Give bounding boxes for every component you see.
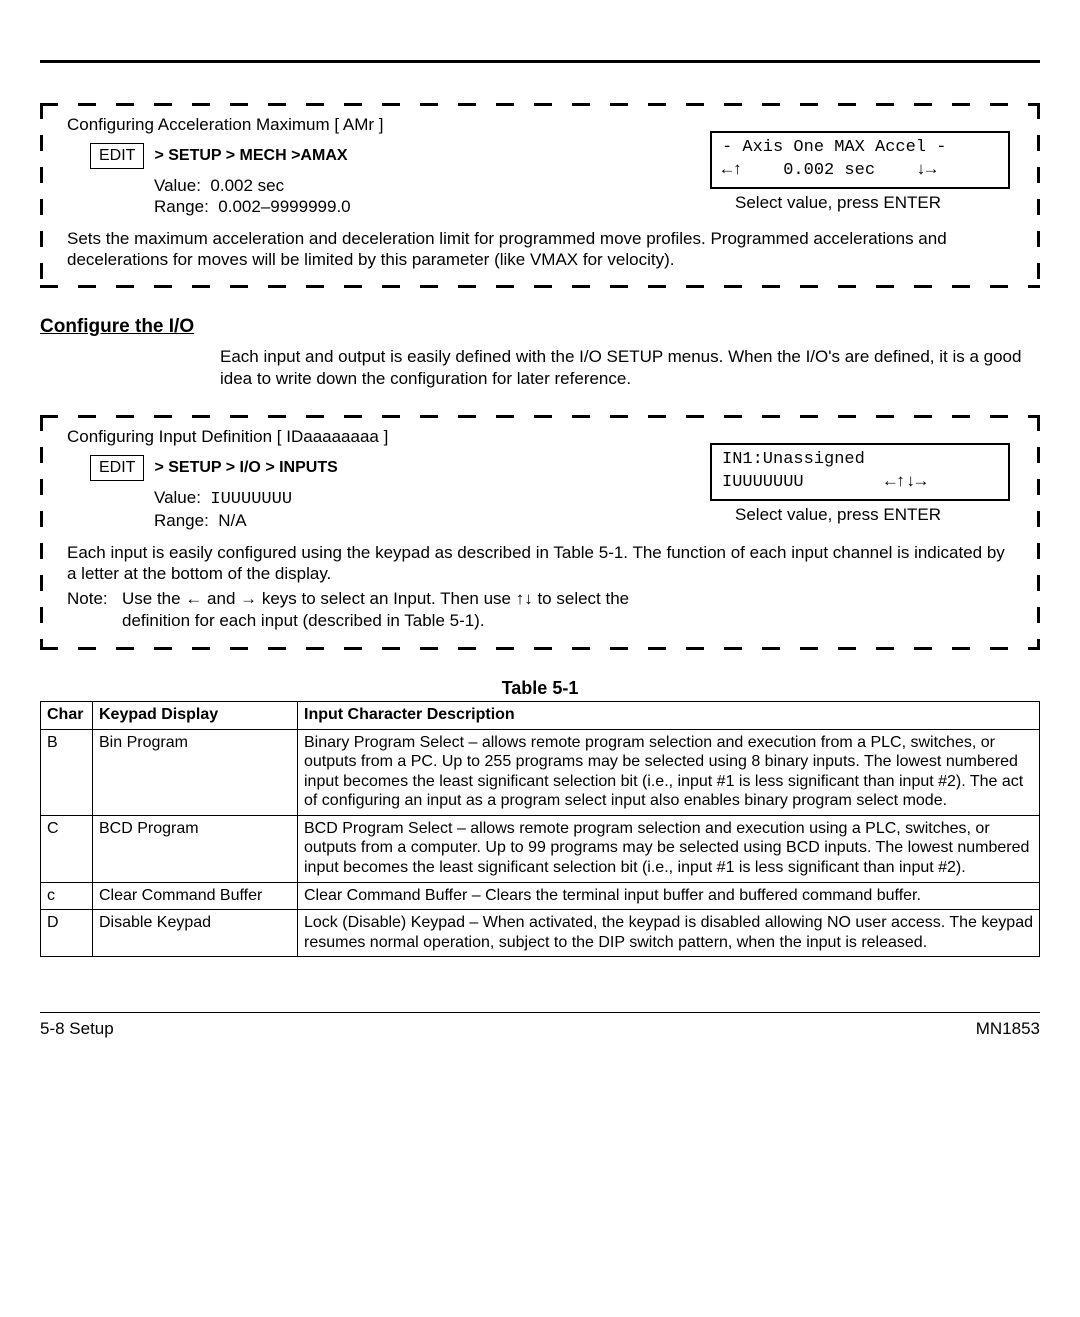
configure-io-body: Each input and output is easily defined … [40, 346, 1040, 390]
display-line1: IN1:Unassigned [722, 450, 865, 469]
cell-char: c [41, 882, 93, 910]
amax-description: Sets the maximum acceleration and decele… [62, 228, 1018, 271]
inputs-note: Note: Use the ← and → keys to select an … [62, 588, 1018, 632]
amax-breadcrumb: > SETUP > MECH >AMAX [154, 143, 347, 165]
char-table: Char Keypad Display Input Character Desc… [40, 701, 1040, 957]
display-line2-left: IUUUUUUU [722, 473, 804, 492]
cell-display: Disable Keypad [93, 910, 298, 957]
configure-io-heading: Configure the I/O [40, 316, 1040, 338]
amax-display: - Axis One MAX Accel - ←↑ 0.002 sec ↓→ [710, 131, 1010, 189]
cell-desc: Binary Program Select – allows remote pr… [298, 729, 1040, 815]
inputs-breadcrumb: > SETUP > I/O > INPUTS [154, 455, 337, 477]
page-content: Configuring Acceleration Maximum [ AMr ]… [40, 60, 1040, 1039]
note-label: Note: [67, 588, 122, 632]
footer-left: 5-8 Setup [40, 1019, 114, 1039]
cell-display: Bin Program [93, 729, 298, 815]
config-amax-box: Configuring Acceleration Maximum [ AMr ]… [40, 103, 1040, 288]
display-arrows-left: ←↑ [722, 161, 742, 180]
amax-range: 0.002–9999999.0 [218, 197, 350, 216]
inputs-value: IUUUUUUU [210, 490, 292, 509]
inputs-display-panel: IN1:Unassigned IUUUUUUU ←↑↓→ Select valu… [710, 443, 1010, 525]
cell-desc: BCD Program Select – allows remote progr… [298, 815, 1040, 882]
config-inputs-box: Configuring Input Definition [ IDaaaaaaa… [40, 415, 1040, 650]
note-text: Use the ← and → keys to select an Input.… [122, 588, 662, 632]
edit-button[interactable]: EDIT [90, 143, 144, 169]
display-arrows-right: ↓→ [916, 161, 936, 180]
edit-button[interactable]: EDIT [90, 455, 144, 481]
cell-char: B [41, 729, 93, 815]
display-line1: - Axis One MAX Accel - [722, 138, 946, 157]
col-desc: Input Character Description [298, 702, 1040, 730]
table-header-row: Char Keypad Display Input Character Desc… [41, 702, 1040, 730]
table-title: Table 5-1 [40, 678, 1040, 699]
amax-value: 0.002 sec [210, 176, 284, 195]
table-row: C BCD Program BCD Program Select – allow… [41, 815, 1040, 882]
footer-right: MN1853 [976, 1019, 1040, 1039]
table-row: B Bin Program Binary Program Select – al… [41, 729, 1040, 815]
amax-display-caption: Select value, press ENTER [710, 193, 1010, 213]
cell-display: BCD Program [93, 815, 298, 882]
cell-display: Clear Command Buffer [93, 882, 298, 910]
amax-display-panel: - Axis One MAX Accel - ←↑ 0.002 sec ↓→ S… [710, 131, 1010, 213]
page-footer: 5-8 Setup MN1853 [40, 1012, 1040, 1039]
inputs-range: N/A [218, 511, 246, 530]
col-display: Keypad Display [93, 702, 298, 730]
table-row: D Disable Keypad Lock (Disable) Keypad –… [41, 910, 1040, 957]
cell-char: D [41, 910, 93, 957]
display-value: 0.002 sec [783, 161, 875, 180]
range-label: Range: [154, 511, 209, 530]
cell-char: C [41, 815, 93, 882]
inputs-display: IN1:Unassigned IUUUUUUU ←↑↓→ [710, 443, 1010, 501]
value-label: Value: [154, 488, 201, 507]
display-arrows: ←↑↓→ [885, 473, 926, 492]
col-char: Char [41, 702, 93, 730]
cell-desc: Clear Command Buffer – Clears the termin… [298, 882, 1040, 910]
range-label: Range: [154, 197, 209, 216]
value-label: Value: [154, 176, 201, 195]
cell-desc: Lock (Disable) Keypad – When activated, … [298, 910, 1040, 957]
inputs-display-caption: Select value, press ENTER [710, 505, 1010, 525]
inputs-description: Each input is easily configured using th… [62, 542, 1018, 585]
table-row: c Clear Command Buffer Clear Command Buf… [41, 882, 1040, 910]
